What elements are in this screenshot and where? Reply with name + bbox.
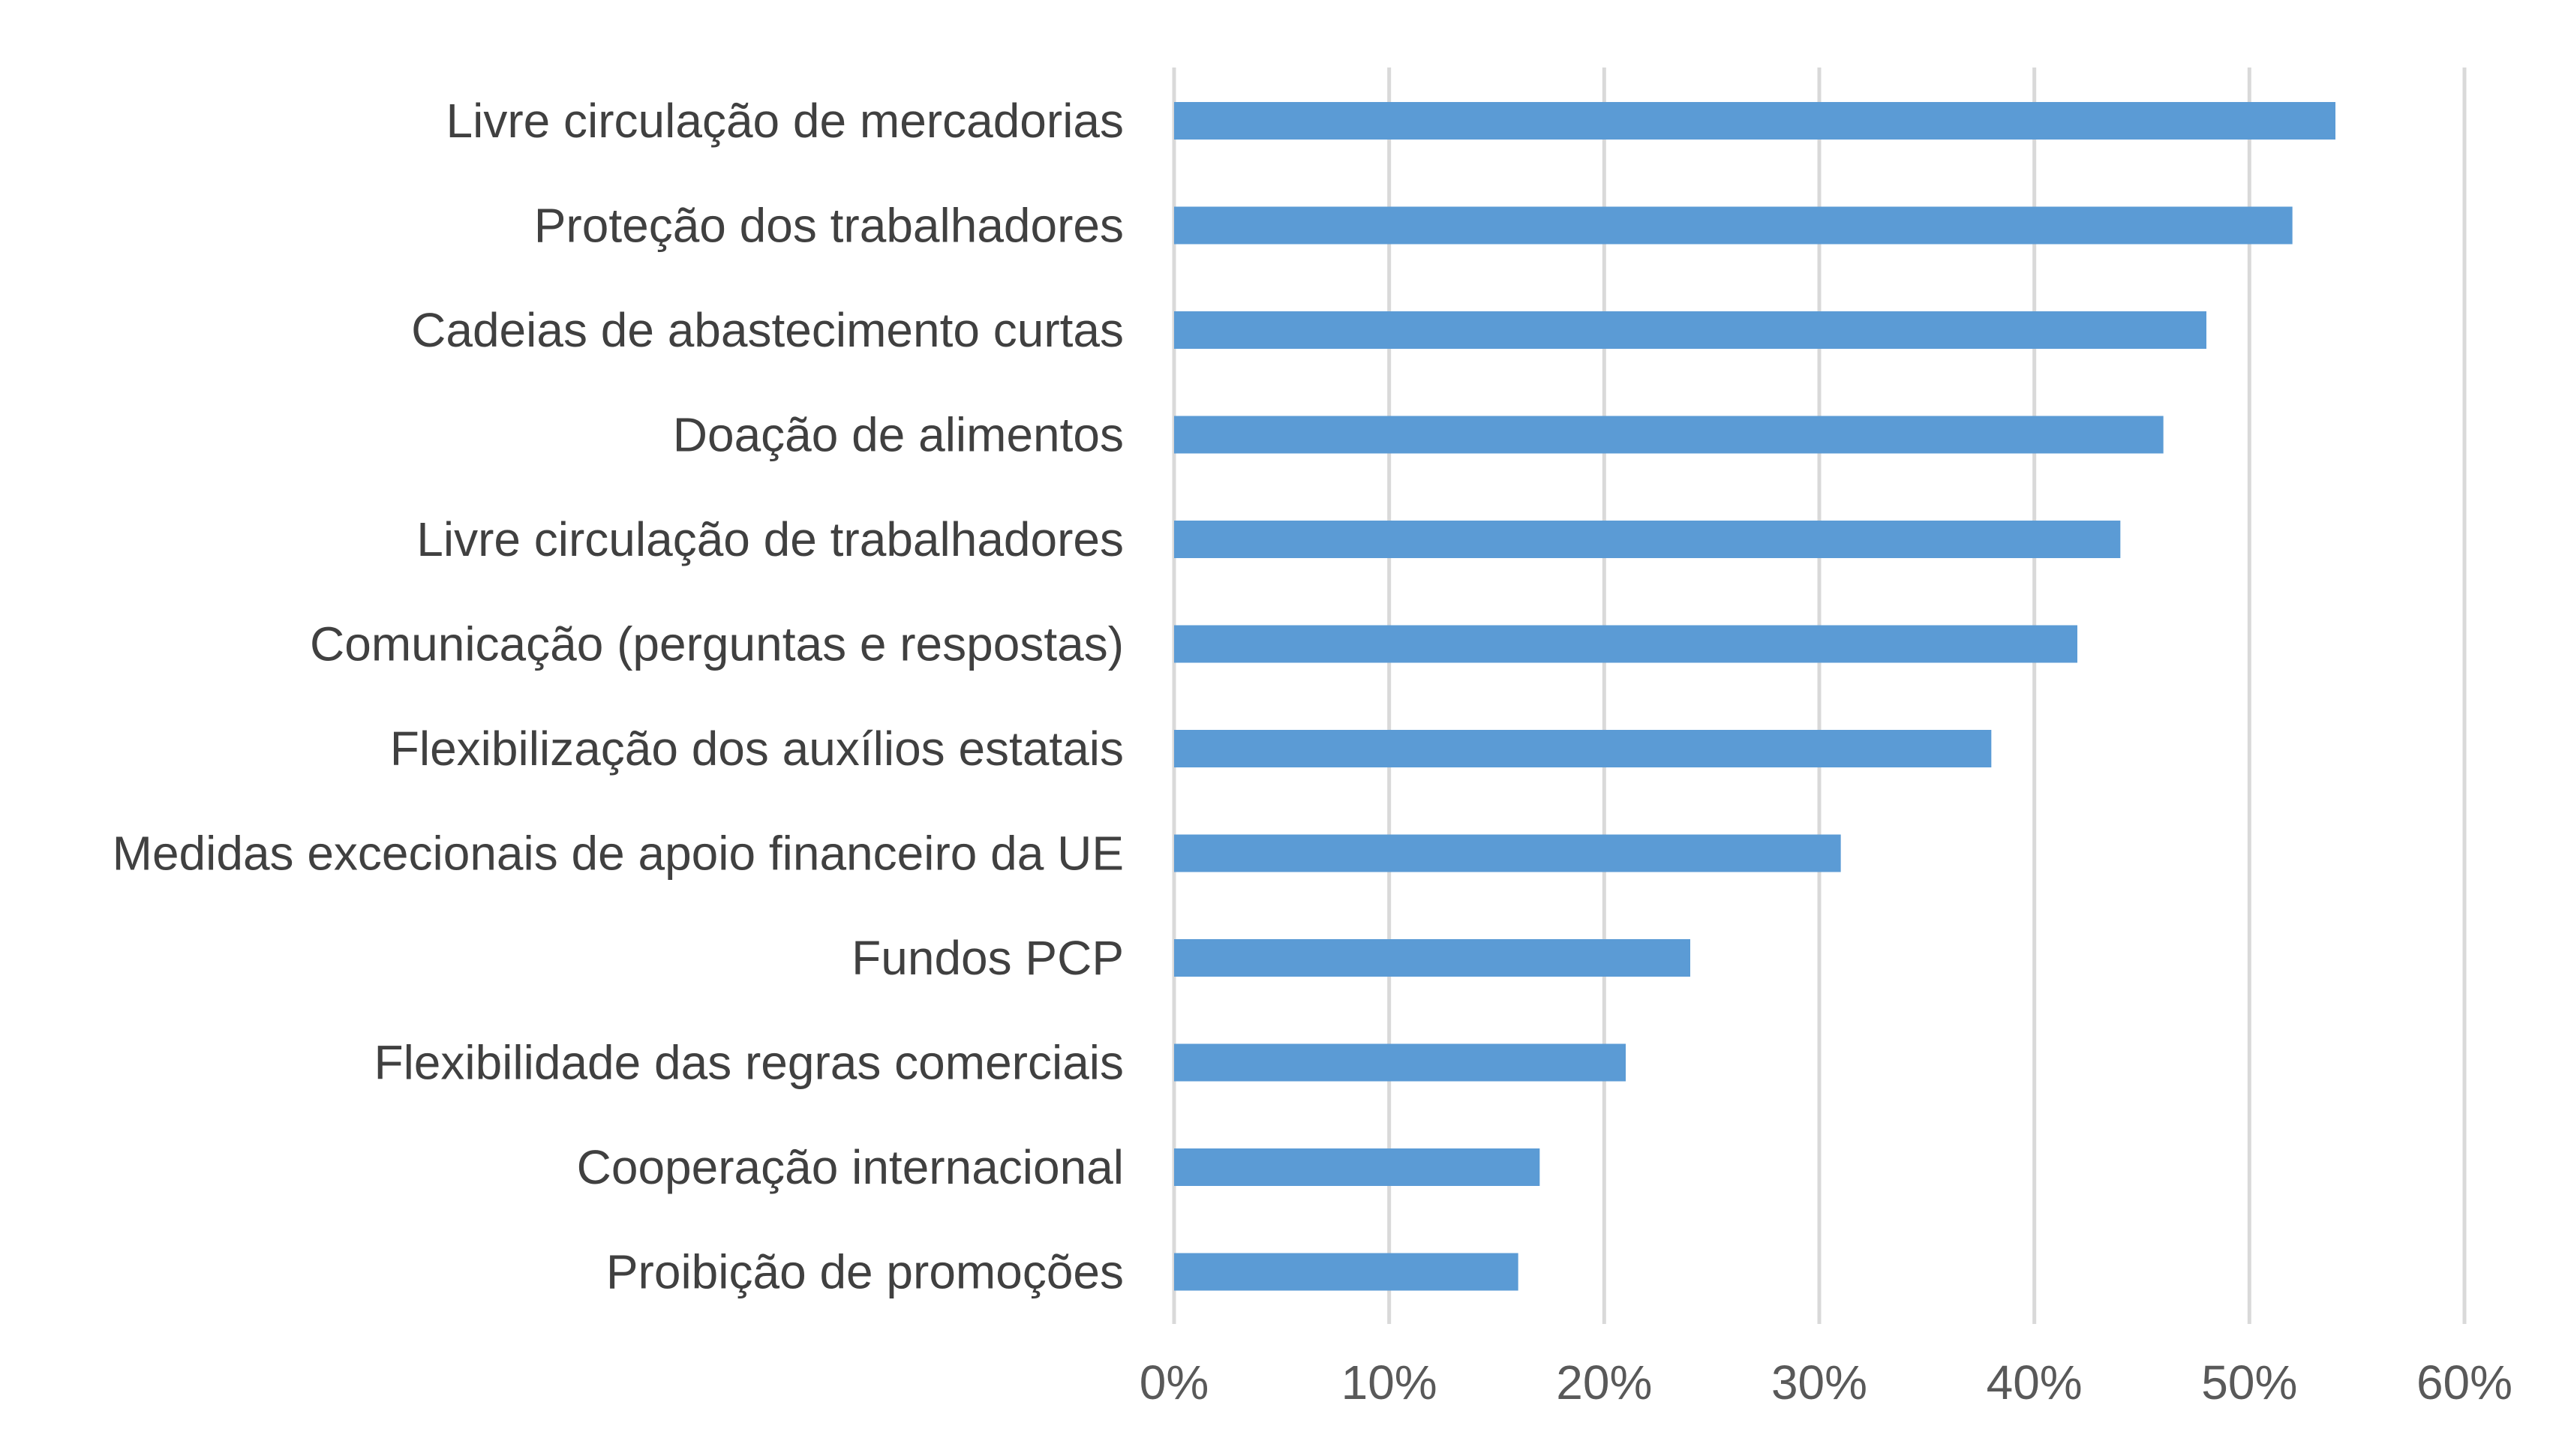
category-label: Cadeias de abastecimento curtas	[411, 303, 1124, 357]
x-tick-label: 40%	[1987, 1355, 2083, 1409]
category-labels: Livre circulação de mercadorias Proteção …	[113, 94, 1124, 1299]
category-label: Proteção dos trabalhadores	[534, 199, 1124, 253]
category-label: Cooperação internacional	[577, 1140, 1124, 1194]
bar	[1174, 102, 2335, 140]
x-tick-label: 10%	[1341, 1355, 1437, 1409]
category-label: Medidas excecionais de apoio financeiro …	[113, 827, 1124, 881]
category-label: Proibição de promoções	[606, 1245, 1124, 1299]
bar	[1174, 1253, 1518, 1291]
x-tick-label: 30%	[1771, 1355, 1867, 1409]
bar	[1174, 834, 1841, 872]
x-tick-label: 20%	[1556, 1355, 1652, 1409]
x-tick-label: 0%	[1140, 1355, 1209, 1409]
category-label: Flexibilidade das regras comerciais	[374, 1036, 1124, 1090]
bar	[1174, 521, 2121, 558]
category-label: Livre circulação de mercadorias	[446, 94, 1125, 148]
x-tick-label: 50%	[2201, 1355, 2297, 1409]
bar	[1174, 625, 2077, 663]
bars	[1174, 102, 2335, 1291]
bar	[1174, 1043, 1626, 1082]
bar	[1174, 1148, 1540, 1186]
category-label: Livre circulação de trabalhadores	[416, 512, 1124, 566]
bar	[1174, 730, 1992, 767]
x-tick-label: 60%	[2416, 1355, 2512, 1409]
bar	[1174, 416, 2164, 454]
category-label: Flexibilização dos auxílios estatais	[390, 722, 1124, 776]
category-label: Doação de alimentos	[673, 408, 1124, 462]
bar	[1174, 206, 2293, 245]
category-label: Fundos PCP	[851, 931, 1124, 985]
bar	[1174, 311, 2206, 349]
x-axis-tick-labels: 0% 10% 20% 30% 40% 50% 60%	[1140, 1355, 2512, 1409]
bar	[1174, 939, 1690, 977]
category-label: Comunicação (perguntas e respostas)	[310, 617, 1124, 671]
gridlines	[1172, 68, 2467, 1324]
